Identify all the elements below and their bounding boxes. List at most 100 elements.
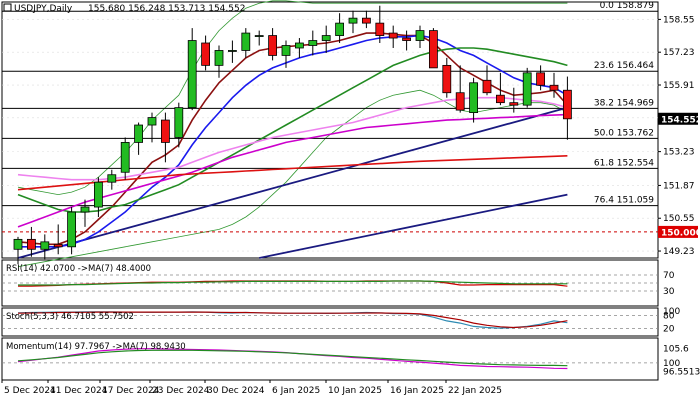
stoch-tick-label: 80 <box>663 311 675 321</box>
candle-body <box>455 92 465 111</box>
trendline <box>259 193 568 259</box>
titles: USDJPY,Daily 155.680 156.248 153.713 154.… <box>3 3 245 352</box>
level-label: 38.2 154.969 <box>594 98 654 108</box>
candle-body <box>254 35 264 37</box>
candle-body <box>495 94 505 104</box>
stoch-tick-label: 100 <box>663 307 680 317</box>
candle-body <box>67 211 76 248</box>
price-tick-label: 153.23 <box>663 148 695 158</box>
symbol-marker-icon <box>3 3 12 12</box>
panel-frame-main <box>1 1 659 259</box>
price-tick-label: 149.23 <box>663 247 695 257</box>
momentum-tick-label: 100 <box>663 359 680 369</box>
price-tick-label: 150.55 <box>663 214 695 224</box>
level-label: 50.0 153.762 <box>594 128 654 138</box>
candle-body <box>415 30 425 41</box>
candle-body <box>549 84 559 91</box>
rsi-series-line <box>18 280 568 286</box>
candle-body <box>214 50 224 66</box>
date-tick-label: 17 Dec 2024 <box>102 386 160 396</box>
candle-body <box>428 30 438 69</box>
candle-body <box>281 45 291 56</box>
candle-body <box>361 17 371 24</box>
rsi-tick-label: 70 <box>663 271 675 281</box>
stoch-title: Stoch(5,3,3) 46.7105 55.7502 <box>6 312 134 322</box>
date-tick-label: 30 Dec 2024 <box>207 386 265 396</box>
price-tag <box>658 225 698 238</box>
date-tick-label: 11 Dec 2024 <box>50 386 108 396</box>
date-tick-label: 16 Jan 2025 <box>390 386 444 396</box>
candle-body <box>509 102 519 106</box>
price-tick-label: 157.23 <box>663 48 695 58</box>
candle-body <box>522 72 532 106</box>
level-label: 76.4 151.059 <box>594 196 654 206</box>
price-tick-label: 151.87 <box>663 181 695 191</box>
candle-body <box>107 174 117 183</box>
oscillators <box>2 274 658 370</box>
candle-body <box>187 40 197 109</box>
candle-body <box>308 40 318 46</box>
price-tag-label: 154.552 <box>661 115 700 125</box>
candle-body <box>13 238 23 250</box>
price-tick-label: 155.91 <box>663 81 695 91</box>
candle-body <box>227 50 237 52</box>
level-label: 0.0 158.879 <box>600 1 655 11</box>
stoch-series-line <box>17 311 568 329</box>
candle-body <box>134 124 144 143</box>
stoch-tick-label: 20 <box>663 325 675 335</box>
date-tick-label: 22 Jan 2025 <box>448 386 502 396</box>
grid-lines <box>2 19 658 252</box>
date-tick-label: 6 Jan 2025 <box>272 386 320 396</box>
candle-body <box>80 206 90 213</box>
moving-average-line <box>17 113 568 228</box>
candle-body <box>201 42 211 66</box>
price-tag-label: 150.000 <box>661 228 700 238</box>
axes: 158.55157.23155.91154.59153.23151.87150.… <box>1 15 700 396</box>
panel-frame-mom <box>1 337 659 381</box>
trendlines <box>17 106 568 259</box>
bollinger-upper-line <box>17 0 568 196</box>
candle-body <box>442 64 452 94</box>
candle-body <box>160 119 170 143</box>
candles <box>13 5 572 265</box>
candle-body <box>375 22 385 36</box>
ohlc-header: 155.680 156.248 153.713 154.552 <box>88 4 245 14</box>
candle-body <box>147 117 157 126</box>
chart-title: USDJPY,Daily <box>14 4 73 14</box>
candle-body <box>402 37 412 41</box>
candle-body <box>294 42 304 49</box>
date-tick-label: 23 Dec 2024 <box>152 386 210 396</box>
momentum-tick-label: 96.5513 <box>663 368 700 378</box>
level-label: 23.6 156.464 <box>594 61 654 71</box>
price-tag <box>658 112 698 125</box>
momentum-series-line <box>17 349 568 367</box>
candle-body <box>40 241 50 250</box>
candle-body <box>321 35 331 41</box>
moving-average-line <box>17 32 568 246</box>
rsi-tick-label: 30 <box>663 287 675 297</box>
candle-body <box>563 89 572 120</box>
candle-body <box>174 107 184 138</box>
trendline <box>17 106 568 259</box>
candle-body <box>335 22 345 36</box>
rsi-title: RSI(14) 42.0700 ->MA(7) 48.4000 <box>6 264 151 274</box>
candle-body <box>120 142 130 173</box>
candle-body <box>26 238 36 250</box>
date-tick-label: 10 Jan 2025 <box>328 386 382 396</box>
momentum-tick-label: 105.6 <box>663 344 689 354</box>
candle-body <box>536 72 545 86</box>
price-tick-label: 158.55 <box>663 15 695 25</box>
candle-body <box>94 181 103 208</box>
candle-body <box>53 243 63 248</box>
candle-body <box>482 79 492 94</box>
level-label: 61.8 152.554 <box>594 158 654 168</box>
moving-average-line <box>18 34 568 248</box>
candle-body <box>348 17 358 24</box>
candle-body <box>388 32 398 39</box>
candle-body <box>268 35 278 56</box>
date-tick-label: 5 Dec 2024 <box>4 386 56 396</box>
moving-average-line <box>17 47 568 213</box>
candle-body <box>241 32 251 51</box>
